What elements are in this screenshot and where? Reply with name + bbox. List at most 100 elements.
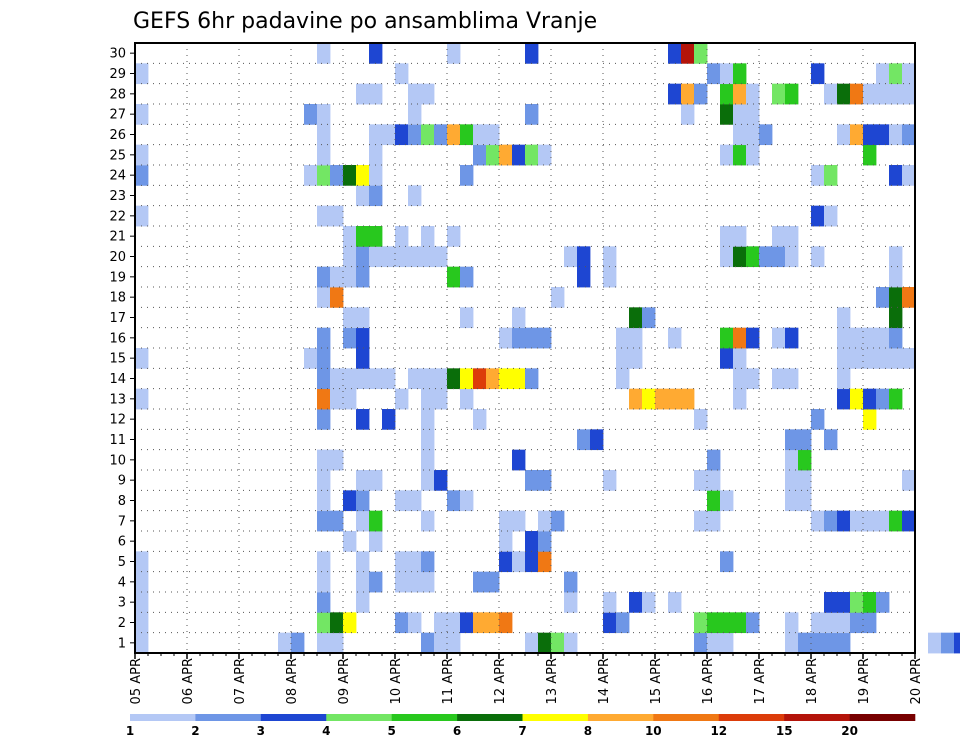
heatmap-cell xyxy=(395,571,409,593)
heatmap-cell xyxy=(473,409,487,430)
heatmap-cell xyxy=(785,429,799,451)
heatmap-cell xyxy=(538,531,552,552)
y-tick-label: 19 xyxy=(109,270,126,285)
heatmap-cell xyxy=(421,124,435,146)
heatmap-cell xyxy=(408,551,422,573)
heatmap-cell xyxy=(863,510,877,532)
heatmap-cell xyxy=(525,144,539,166)
y-axis: 1234567891011121314151617181920212223242… xyxy=(109,47,135,651)
heatmap-cell xyxy=(486,612,500,634)
y-tick-label: 13 xyxy=(109,392,126,407)
heatmap-cell xyxy=(902,124,916,146)
heatmap-cell xyxy=(369,531,383,552)
heatmap-cell xyxy=(330,165,344,186)
heatmap-cell xyxy=(876,592,890,613)
heatmap-cell xyxy=(421,510,435,532)
heatmap-cell xyxy=(785,632,799,654)
heatmap-cell xyxy=(395,124,409,146)
heatmap-cell xyxy=(135,551,149,573)
heatmap-cell xyxy=(369,368,383,390)
heatmap-cell xyxy=(720,104,734,125)
y-tick-label: 10 xyxy=(109,453,126,468)
heatmap-cell xyxy=(733,144,747,166)
heatmap-cell xyxy=(850,83,864,105)
heatmap-cell xyxy=(135,348,149,369)
heatmap-cell xyxy=(668,43,682,64)
heatmap-cell xyxy=(863,327,877,349)
heatmap-cell xyxy=(837,612,851,634)
y-tick-label: 15 xyxy=(109,352,126,367)
heatmap-cell xyxy=(434,124,448,146)
heatmap-cell xyxy=(512,510,526,532)
heatmap-cell xyxy=(642,592,656,613)
heatmap-cell xyxy=(889,307,903,329)
heatmap-cell xyxy=(408,185,422,207)
heatmap-cell xyxy=(811,510,825,532)
heatmap-cell xyxy=(343,490,357,512)
colorbar-label: 8 xyxy=(584,724,592,738)
y-tick-label: 5 xyxy=(118,555,126,570)
heatmap-cell xyxy=(421,571,435,593)
heatmap-cell xyxy=(876,348,890,369)
heatmap-cell xyxy=(499,327,513,349)
heatmap-cell xyxy=(824,592,838,613)
heatmap-cell xyxy=(525,368,539,390)
heatmap-cell xyxy=(317,266,331,288)
heatmap-cell xyxy=(317,551,331,573)
heatmap-cell xyxy=(369,246,383,268)
heatmap-cell xyxy=(343,327,357,349)
x-tick-label: 11 APR xyxy=(441,658,456,704)
heatmap-cell xyxy=(356,551,370,573)
heatmap-cell xyxy=(772,83,786,105)
heatmap-cell xyxy=(135,632,149,654)
heatmap-cell xyxy=(356,368,370,390)
heatmap-cell xyxy=(330,266,344,288)
heatmap-cell xyxy=(395,246,409,268)
heatmap-cell xyxy=(356,348,370,369)
colorbar-label: 3 xyxy=(257,724,265,738)
heatmap-cell xyxy=(772,226,786,247)
heatmap-cell xyxy=(889,266,903,288)
heatmap-cell xyxy=(616,612,630,634)
heatmap-cell xyxy=(135,144,149,166)
y-tick-label: 1 xyxy=(118,636,126,651)
heatmap-cell xyxy=(330,510,344,532)
heatmap-cell xyxy=(538,470,552,491)
heatmap-cell xyxy=(863,388,877,410)
heatmap-cell xyxy=(356,307,370,329)
heatmap-cell xyxy=(603,266,617,288)
heatmap-cell xyxy=(473,368,487,390)
heatmap-cell xyxy=(642,388,656,410)
heatmap-cell xyxy=(616,327,630,349)
heatmap-cell xyxy=(317,287,331,308)
y-tick-label: 26 xyxy=(109,128,126,143)
colorbar-swatch xyxy=(195,714,262,721)
x-tick-label: 09 APR xyxy=(337,658,352,704)
y-tick-label: 22 xyxy=(109,209,126,224)
heatmap-cell xyxy=(850,348,864,369)
heatmap-cell xyxy=(369,144,383,166)
heatmap-cell xyxy=(382,409,396,430)
heatmap-cell xyxy=(733,327,747,349)
heatmap-cell xyxy=(733,63,747,85)
heatmap-cell xyxy=(824,83,838,105)
heatmap-cell xyxy=(694,632,708,654)
heatmap-cell xyxy=(499,510,513,532)
colorbar-swatch xyxy=(391,714,458,721)
heatmap-cell xyxy=(551,287,565,308)
heatmap-cell xyxy=(408,124,422,146)
heatmap-cell xyxy=(538,632,552,654)
colorbar-swatch xyxy=(260,714,327,721)
heatmap-cell xyxy=(135,104,149,125)
heatmap-cell xyxy=(421,388,435,410)
heatmap-cell xyxy=(460,165,474,186)
heatmap-cell xyxy=(538,551,552,573)
heatmap-cell xyxy=(746,83,760,105)
heatmap-cell xyxy=(694,510,708,532)
x-tick-label: 12 APR xyxy=(493,658,508,704)
heatmap-cell xyxy=(889,510,903,532)
heatmap-cell xyxy=(603,592,617,613)
heatmap-cell xyxy=(395,612,409,634)
heatmap-cell xyxy=(408,104,422,125)
